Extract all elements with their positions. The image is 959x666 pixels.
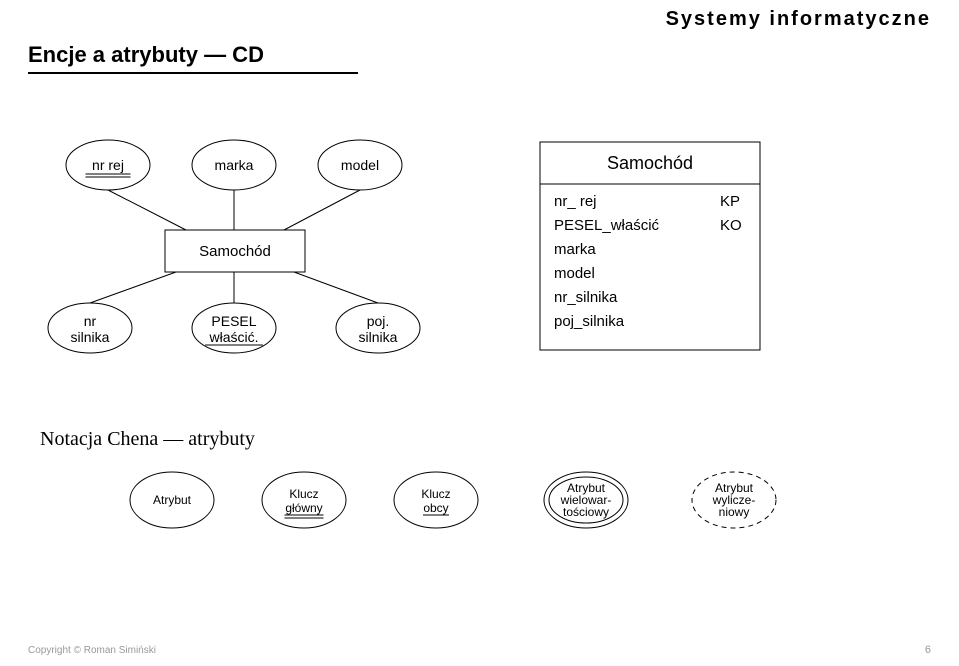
svg-text:niowy: niowy: [719, 505, 750, 519]
svg-text:poj.: poj.: [367, 313, 390, 329]
svg-text:silnika: silnika: [71, 329, 110, 345]
svg-text:nr rej: nr rej: [92, 157, 124, 173]
svg-text:Klucz: Klucz: [289, 487, 318, 501]
svg-text:PESEL_właścić: PESEL_właścić: [554, 217, 660, 234]
svg-text:obcy: obcy: [423, 501, 448, 515]
er-diagram: nr rejmarkamodelnrsilnikaPESELwłaścić.po…: [0, 100, 959, 540]
page-number: 6: [925, 644, 931, 656]
corner-title: Systemy informatyczne: [666, 8, 931, 31]
title-underline: [28, 72, 358, 74]
svg-text:główny: główny: [285, 501, 322, 515]
svg-text:tościowy: tościowy: [563, 505, 609, 519]
svg-text:marka: marka: [554, 241, 596, 258]
svg-text:nr: nr: [84, 313, 97, 329]
svg-text:silnika: silnika: [359, 329, 398, 345]
copyright: Copyright © Roman Simiński: [28, 645, 156, 656]
svg-text:KO: KO: [720, 217, 742, 234]
svg-text:nr_ rej: nr_ rej: [554, 193, 597, 210]
svg-text:Klucz: Klucz: [421, 487, 450, 501]
svg-text:KP: KP: [720, 193, 740, 210]
svg-text:PESEL: PESEL: [211, 313, 256, 329]
svg-text:właścić.: właścić.: [208, 329, 258, 345]
svg-text:Samochód: Samochód: [607, 153, 693, 173]
svg-text:nr_silnika: nr_silnika: [554, 289, 618, 306]
svg-text:poj_silnika: poj_silnika: [554, 313, 625, 330]
page-title: Encje a atrybuty — CD: [28, 42, 264, 68]
svg-text:marka: marka: [215, 157, 254, 173]
svg-text:Atrybut: Atrybut: [153, 493, 192, 507]
svg-text:model: model: [554, 265, 595, 282]
svg-text:model: model: [341, 157, 379, 173]
svg-text:Samochód: Samochód: [199, 243, 271, 260]
